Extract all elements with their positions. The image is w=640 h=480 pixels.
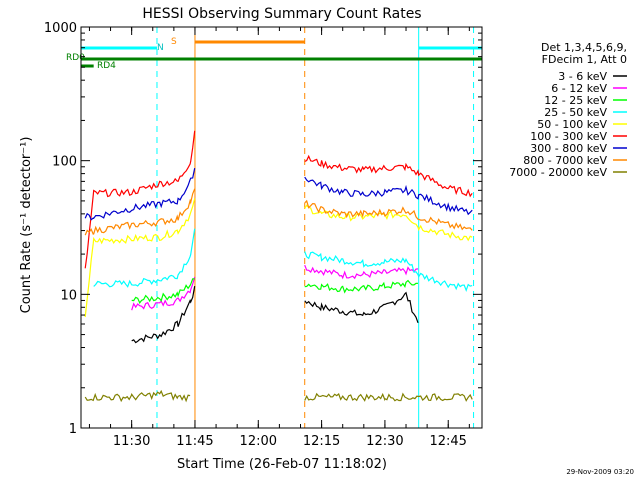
y-tick-label: 10 [60,288,77,303]
x-axis-label: Start Time (26-Feb-07 11:18:02) [177,457,387,472]
timestamp-label: 29-Nov-2009 03:20 [566,468,634,476]
legend: Det 1,3,4,5,6,9,FDecim 1, Att 0 3 - 6 keV… [509,41,627,179]
legend-label: 7000 - 20000 keV [509,166,607,179]
legend-label: 100 - 300 keV [530,130,607,143]
legend-label: 6 - 12 keV [551,82,607,95]
axes: 11:30 11:45 12:00 12:15 12:30 12:45 1 10 100 1000 [44,21,483,449]
legend-header: Det 1,3,4,5,6,9, [541,41,627,54]
plot-frame [80,26,483,429]
series-line [131,264,419,311]
y-tick-label: 100 [52,155,77,170]
series-line [131,285,419,344]
x-tick-label: 11:45 [176,434,213,449]
legend-header: FDecim 1, Att 0 [542,53,627,66]
x-tick-label: 12:30 [366,434,403,449]
y-axis-label: Count Rate (s⁻¹ detector⁻¹) [19,137,34,314]
legend-label: 800 - 7000 keV [523,154,607,167]
legend-label: 12 - 25 keV [544,94,607,107]
x-tick-label: 12:00 [240,434,277,449]
flag-label: RD4 [97,61,116,71]
chart-title: HESSI Observing Summary Count Rates [142,6,421,22]
y-tick-label: 1 [69,422,77,437]
legend-label: 25 - 50 keV [544,106,607,119]
series-line [93,228,473,293]
series-line [131,278,419,304]
legend-label: 50 - 100 keV [537,118,607,131]
series-line [84,198,473,318]
series-line [84,389,473,403]
plot-area: RD0 RD4 NS [66,27,482,428]
x-tick-label: 12:45 [429,434,466,449]
legend-label: 3 - 6 keV [558,70,607,83]
flag-label: N [157,43,164,53]
series-line [84,167,473,221]
flag-label: S [171,37,177,47]
series-line [84,188,473,236]
x-tick-label: 11:30 [113,434,150,449]
series-line [84,130,473,269]
flag-label: RD0 [66,53,85,63]
y-tick-label: 1000 [44,21,77,36]
legend-label: 300 - 800 keV [530,142,607,155]
x-tick-label: 12:15 [303,434,340,449]
